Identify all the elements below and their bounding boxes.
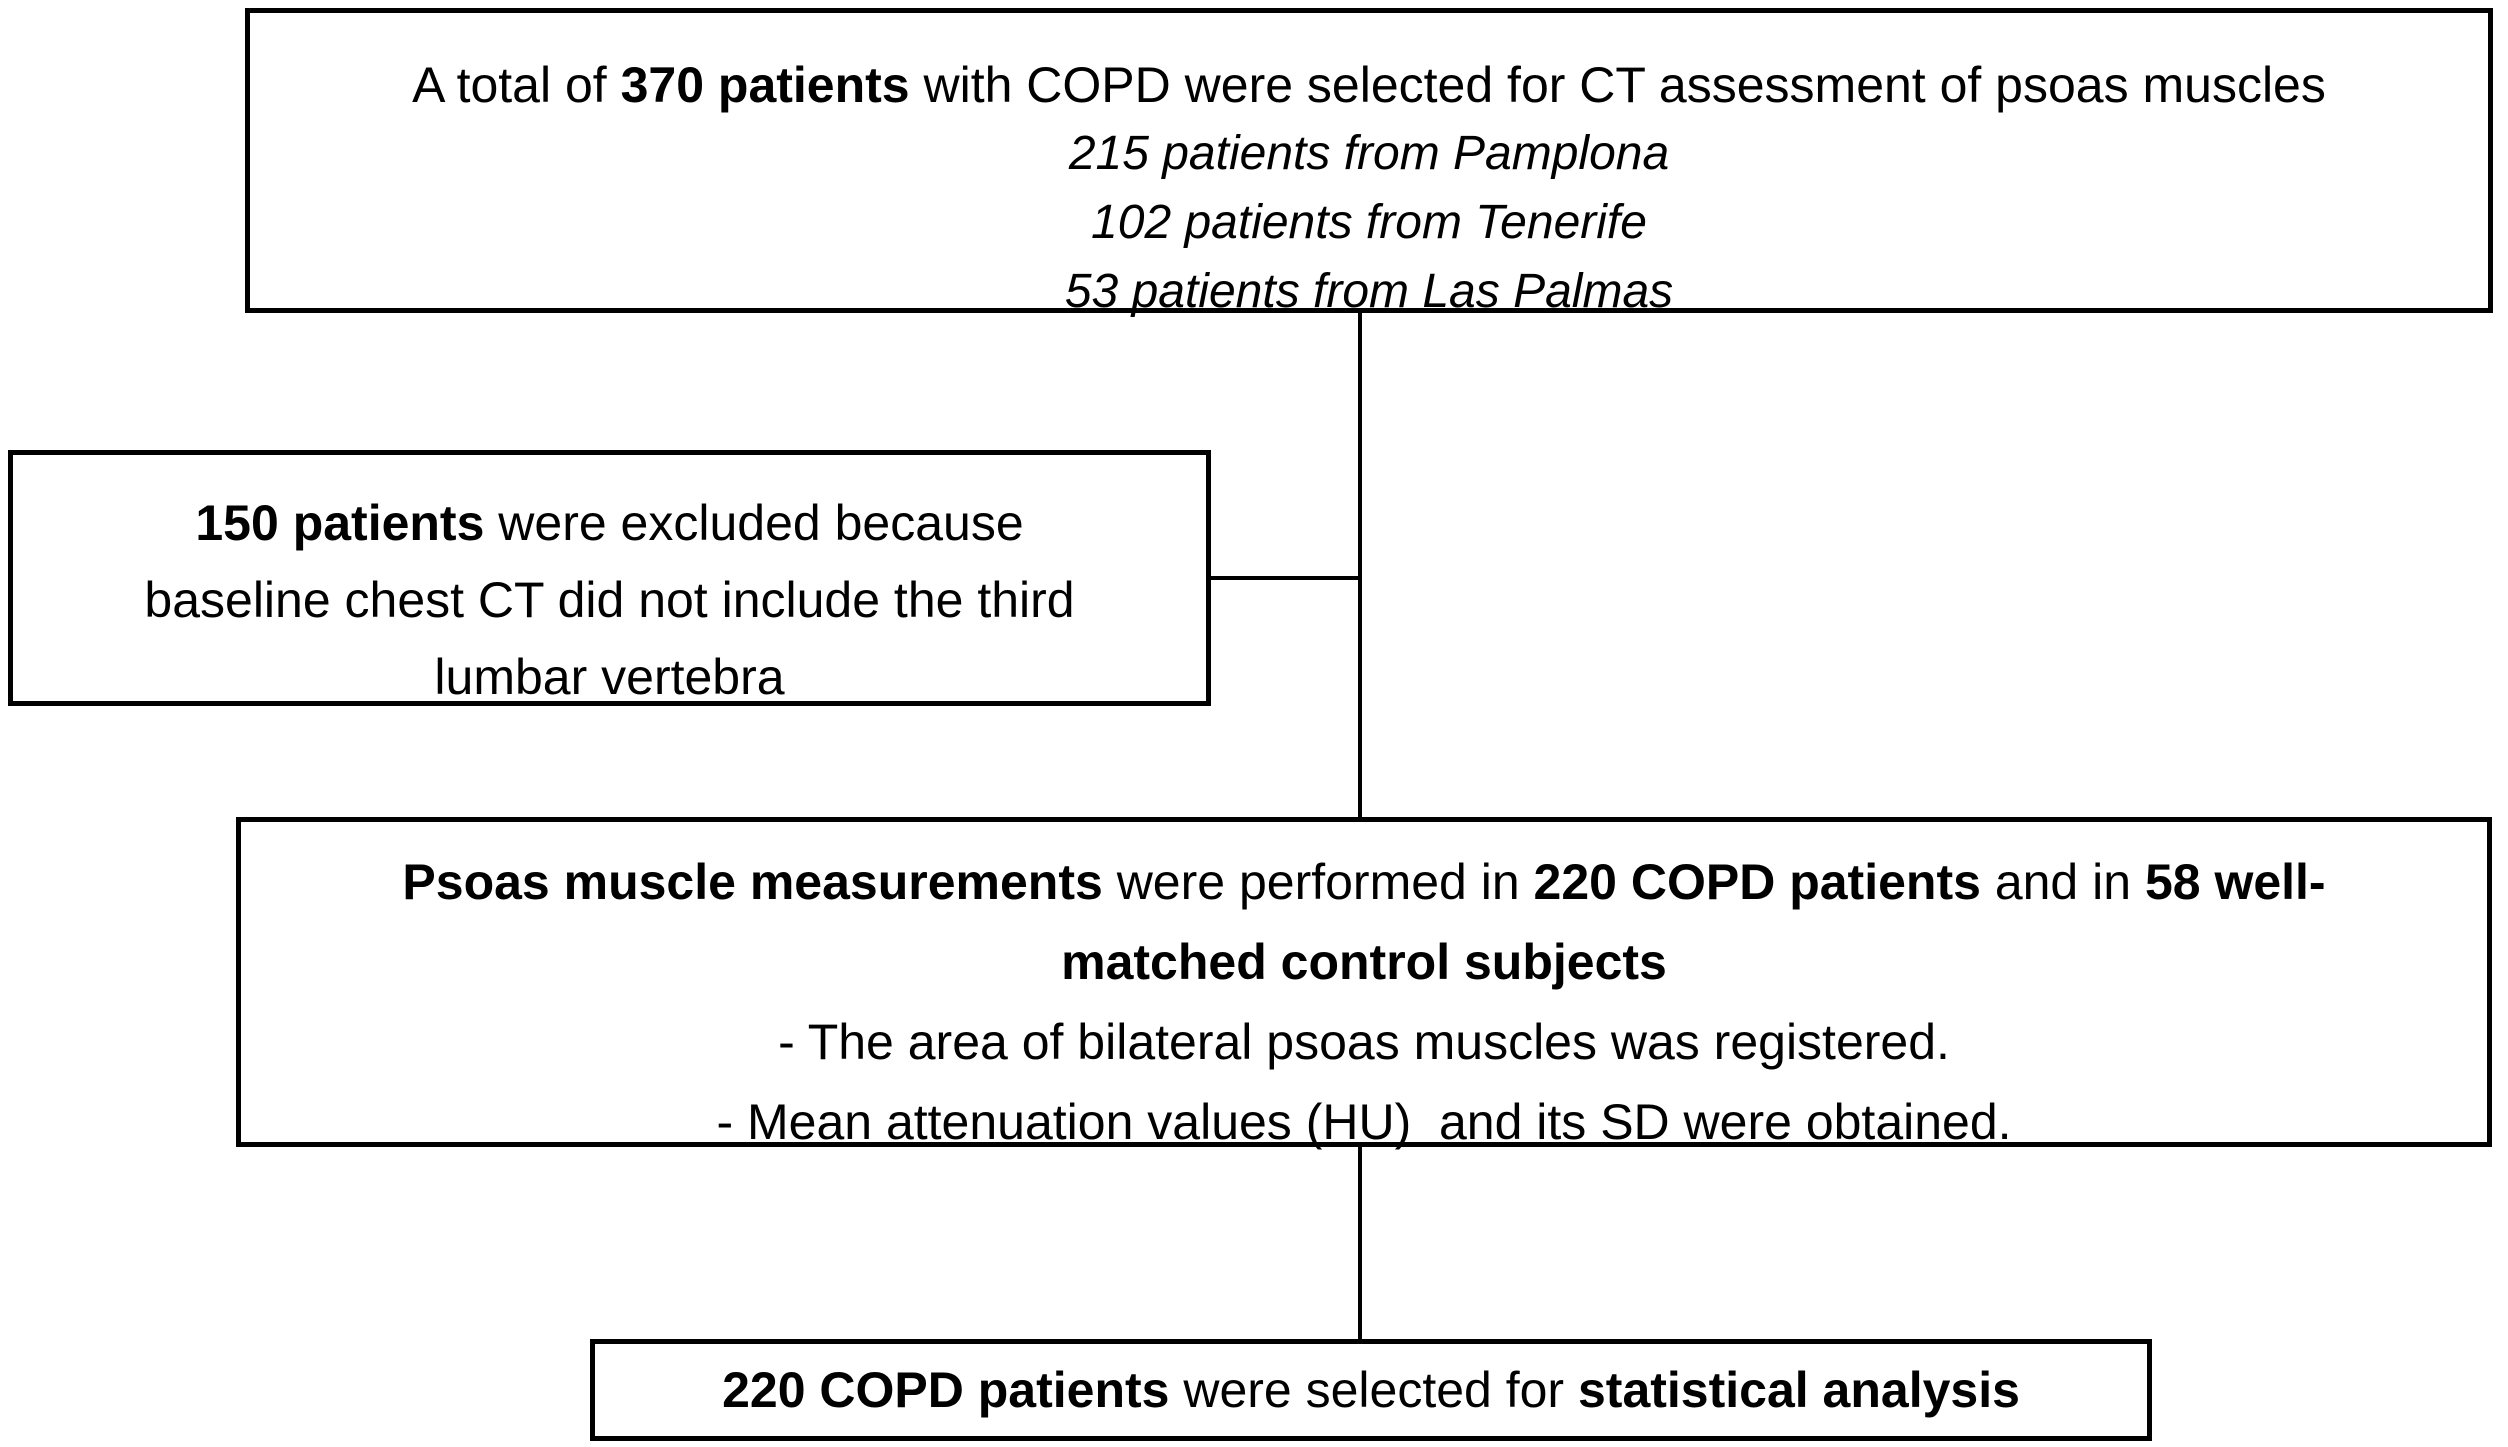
measurement-text-2: and in xyxy=(1980,854,2145,910)
final-analysis-label: statistical analysis xyxy=(1577,1362,2020,1418)
copd-patient-count: 220 COPD patients xyxy=(1533,854,1981,910)
origin-pamplona: 215 patients from Pamplona xyxy=(1068,127,1670,180)
connector-measurement-to-final xyxy=(1358,1147,1362,1339)
measurement-bullet-attenuation: - Mean attenuation values (HU) and its S… xyxy=(716,1094,2012,1150)
final-analysis-text: 220 COPD patients were selected for stat… xyxy=(722,1356,2020,1424)
exclusion-line-2: baseline chest CT did not include the th… xyxy=(144,572,1075,628)
measurement-title: Psoas muscle measurements xyxy=(402,854,1103,910)
enrollment-total-count: 370 patients xyxy=(620,57,910,113)
exclusion-reason-start: were excluded because xyxy=(484,495,1024,551)
excluded-count: 150 patients xyxy=(195,495,485,551)
final-text-middle: were selected for xyxy=(1169,1362,1578,1418)
final-patient-count: 220 COPD patients xyxy=(722,1362,1170,1418)
measurement-bullet-area: - The area of bilateral psoas muscles wa… xyxy=(778,1014,1950,1070)
enrollment-text-prefix: A total of xyxy=(412,57,621,113)
control-count-part: 58 well- xyxy=(2144,854,2326,910)
measurement-line-2: matched control subjects xyxy=(1061,934,1667,990)
origin-tenerife: 102 patients from Tenerife xyxy=(1091,196,1647,249)
origin-las-palmas: 53 patients from Las Palmas xyxy=(1064,265,1674,318)
exclusion-line-1: 150 patients were excluded because xyxy=(13,485,1206,562)
measurement-box: Psoas muscle measurements were performed… xyxy=(236,817,2492,1150)
connector-exclusion-stub xyxy=(1211,576,1358,580)
enrollment-text-line: A total of 370 patients with COPD were s… xyxy=(250,51,2488,119)
exclusion-box: 150 patients were excluded because basel… xyxy=(8,450,1211,706)
measurement-text-1: were performed in xyxy=(1102,854,1534,910)
measurement-line-1: Psoas muscle measurements were performed… xyxy=(241,842,2487,922)
connector-top-to-measurement xyxy=(1358,313,1362,817)
enrollment-box: A total of 370 patients with COPD were s… xyxy=(245,8,2493,318)
exclusion-line-3: lumbar vertebra xyxy=(434,649,785,705)
final-analysis-box: 220 COPD patients were selected for stat… xyxy=(590,1339,2152,1441)
enrollment-text-suffix: with COPD were selected for CT assessmen… xyxy=(909,57,2326,113)
